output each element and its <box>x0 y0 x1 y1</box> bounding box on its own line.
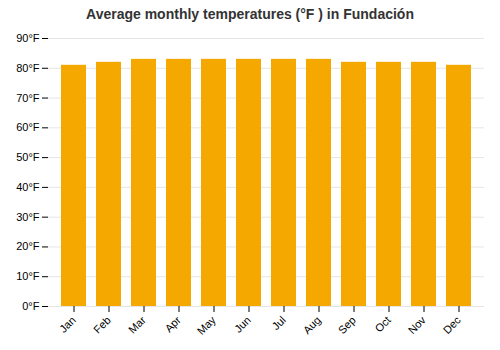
svg-text:Apr: Apr <box>162 314 183 335</box>
svg-text:20°F: 20°F <box>16 240 40 252</box>
svg-text:30°F: 30°F <box>16 211 40 223</box>
svg-text:10°F: 10°F <box>16 270 40 282</box>
svg-text:Sep: Sep <box>336 314 358 336</box>
svg-text:Jul: Jul <box>269 314 287 332</box>
svg-text:60°F: 60°F <box>16 121 40 133</box>
svg-text:Mar: Mar <box>126 314 148 336</box>
svg-text:40°F: 40°F <box>16 181 40 193</box>
svg-text:90°F: 90°F <box>16 32 40 44</box>
svg-text:May: May <box>195 313 219 337</box>
svg-text:Oct: Oct <box>372 314 393 335</box>
svg-text:70°F: 70°F <box>16 92 40 104</box>
svg-text:Feb: Feb <box>91 314 113 336</box>
svg-text:Nov: Nov <box>406 313 429 336</box>
svg-text:Aug: Aug <box>301 314 323 336</box>
svg-text:50°F: 50°F <box>16 151 40 163</box>
svg-text:Jan: Jan <box>57 314 78 335</box>
html-text:Average monthly temperatures (: Average monthly temperatures (°F ) in Fu… <box>86 6 414 22</box>
svg-text:Dec: Dec <box>441 313 464 336</box>
svg-text:Jun: Jun <box>232 314 253 335</box>
svg-text:0°F: 0°F <box>22 300 40 312</box>
svg-text:80°F: 80°F <box>16 62 40 74</box>
